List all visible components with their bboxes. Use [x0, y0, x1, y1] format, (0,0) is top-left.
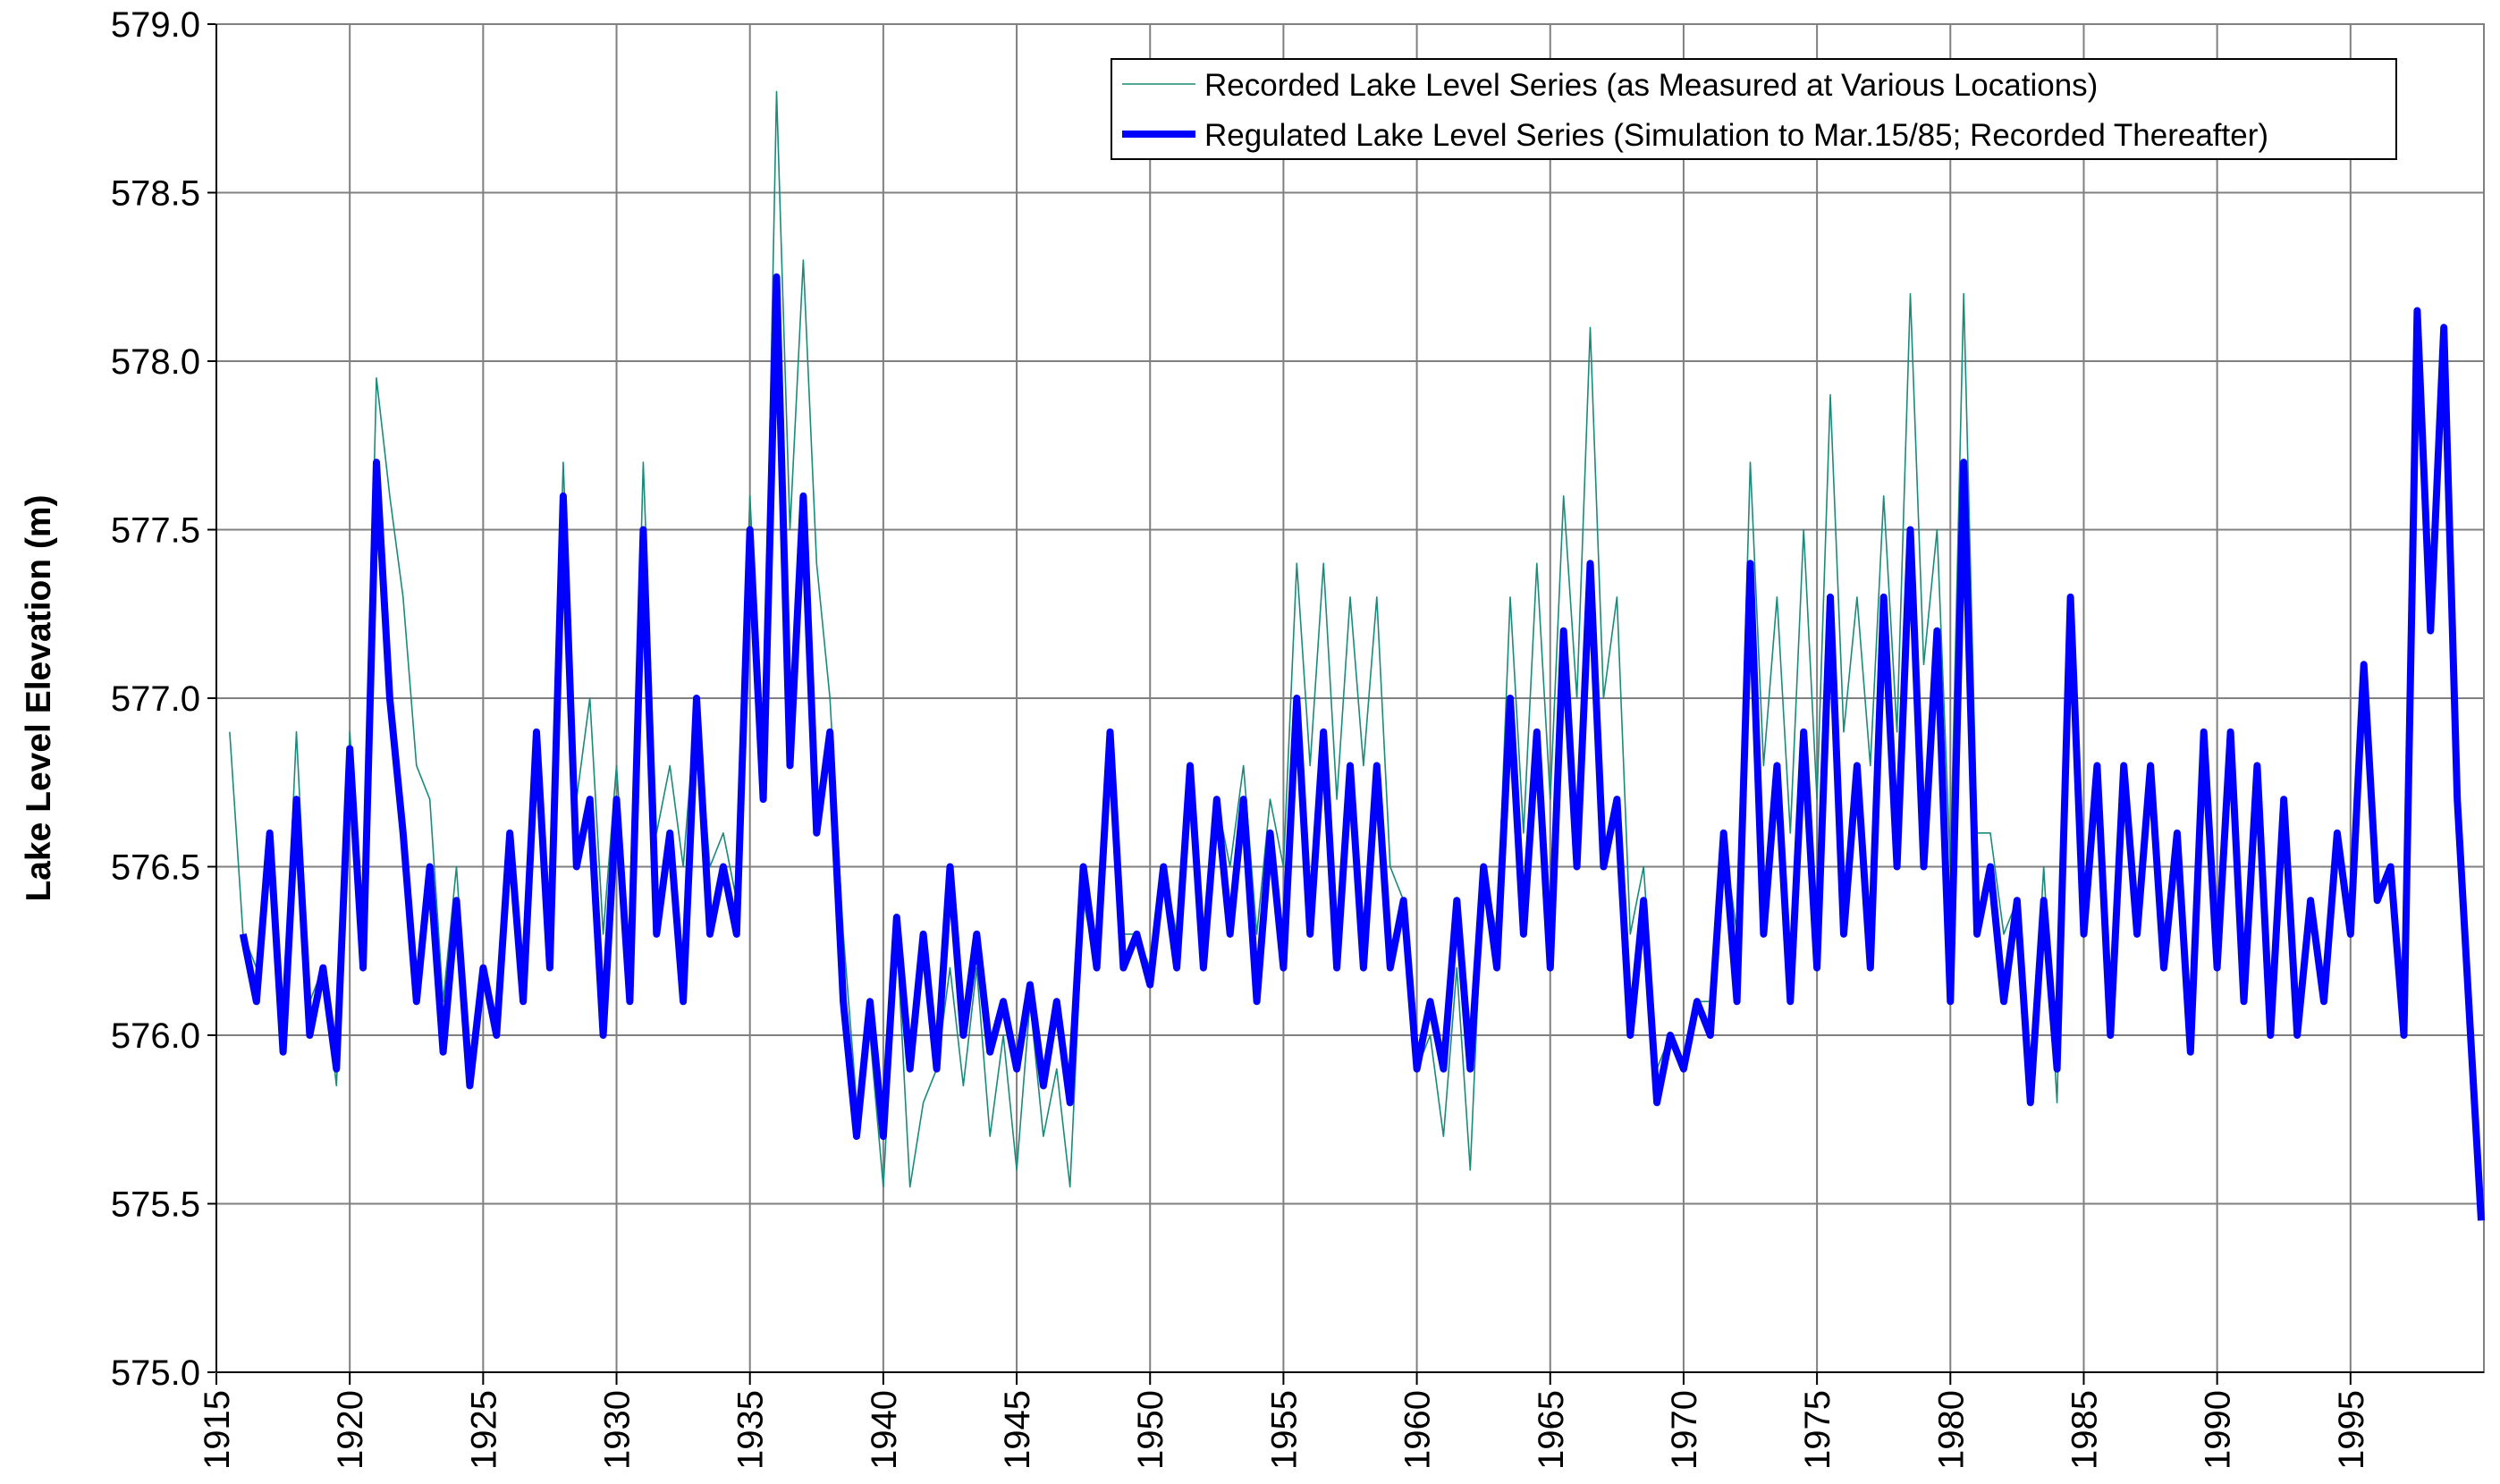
legend-label: Recorded Lake Level Series (as Measured … [1204, 68, 2098, 103]
y-tick-label: 576.5 [111, 848, 200, 888]
y-axis-label: Lake Level Elevation (m) [20, 494, 58, 901]
x-tick-label: 1925 [464, 1390, 503, 1470]
series-line [239, 273, 2485, 1221]
x-tick-label: 1955 [1264, 1390, 1304, 1470]
legend-box [1111, 58, 2397, 160]
x-tick-label: 1940 [865, 1390, 904, 1470]
x-tick-label: 1970 [1665, 1390, 1704, 1470]
y-tick-label: 577.5 [111, 511, 200, 551]
x-tick-label: 1920 [331, 1390, 370, 1470]
y-tick-label: 577.0 [111, 679, 200, 719]
x-tick-label: 1975 [1798, 1390, 1837, 1470]
x-tick-label: 1945 [998, 1390, 1037, 1470]
x-tick-label: 1915 [198, 1390, 237, 1470]
y-tick-label: 576.0 [111, 1016, 200, 1056]
x-tick-label: 1990 [2199, 1390, 2238, 1470]
x-tick-label: 1935 [731, 1390, 771, 1470]
y-tick-label: 579.0 [111, 5, 200, 45]
x-tick-label: 1980 [1931, 1390, 1971, 1470]
y-tick-label: 575.0 [111, 1353, 200, 1393]
x-tick-label: 1965 [1532, 1390, 1571, 1470]
legend-label: Regulated Lake Level Series (Simulation … [1204, 118, 2268, 153]
x-tick-label: 1960 [1398, 1390, 1438, 1470]
x-tick-label: 1950 [1131, 1390, 1170, 1470]
x-tick-label: 1930 [598, 1390, 638, 1470]
x-tick-label: 1985 [2065, 1390, 2104, 1470]
y-tick-label: 575.5 [111, 1185, 200, 1225]
x-tick-label: 1995 [2332, 1390, 2371, 1470]
y-tick-label: 578.5 [111, 174, 200, 214]
y-tick-label: 578.0 [111, 342, 200, 382]
